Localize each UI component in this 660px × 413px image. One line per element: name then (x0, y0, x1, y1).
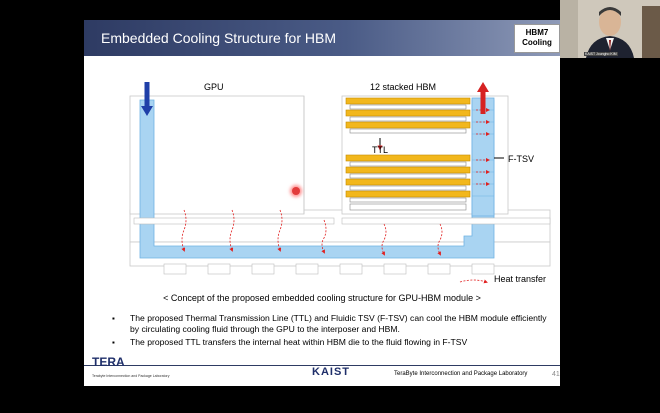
title-bar: Embedded Cooling Structure for HBM (84, 20, 560, 56)
heat-transfer-legend: Heat transfer (494, 274, 547, 284)
micro-bump-row (133, 217, 551, 225)
kaist-logo: KAIST (312, 366, 350, 378)
heat-transfer-arrows (181, 108, 490, 284)
bullet-item: The proposed Thermal Transmission Line (… (108, 313, 548, 335)
page-number: 41 (552, 371, 560, 378)
gpu-die (129, 95, 305, 215)
ftsv-column (471, 97, 495, 217)
badge-line-2: Cooling (522, 38, 552, 47)
hbm-badge: HBM7 Cooling (514, 24, 560, 53)
hbm-spacers (349, 104, 467, 211)
footer-divider (84, 365, 560, 366)
slide-footer: TERA Terabyte Interconnection and Packag… (84, 352, 560, 386)
tera-logo: TERA (92, 355, 125, 369)
hbm-dies-bottom (345, 154, 471, 198)
bullet-item: The proposed TTL transfers the internal … (108, 337, 548, 348)
ftsv-label: F-TSV (508, 154, 534, 164)
hbm-dies-top (345, 97, 471, 129)
cooling-fluid-channel (139, 99, 495, 259)
webcam-name-tag: KAIST Joungho KIM (584, 52, 618, 56)
diagram-caption: < Concept of the proposed embedded cooli… (163, 293, 481, 303)
laser-pointer-dot (292, 187, 300, 195)
webcam-thumbnail[interactable] (560, 0, 660, 58)
slide-title: Embedded Cooling Structure for HBM (101, 30, 336, 46)
c4-bumps (163, 263, 495, 275)
gpu-label: GPU (204, 82, 224, 92)
lab-name: TeraByte Interconnection and Package Lab… (394, 371, 528, 377)
presentation-slide: Embedded Cooling Structure for HBM HBM7 … (84, 20, 560, 386)
presenter-video (560, 0, 660, 58)
tera-logo-subtitle: Terabyte Interconnection and Package Lab… (92, 374, 170, 378)
badge-line-1: HBM7 (525, 28, 549, 37)
bullet-list: The proposed Thermal Transmission Line (… (108, 313, 548, 350)
cooling-structure-diagram (129, 82, 551, 284)
hbm-label: 12 stacked HBM (370, 82, 437, 92)
ttl-label: TTL (372, 145, 389, 155)
